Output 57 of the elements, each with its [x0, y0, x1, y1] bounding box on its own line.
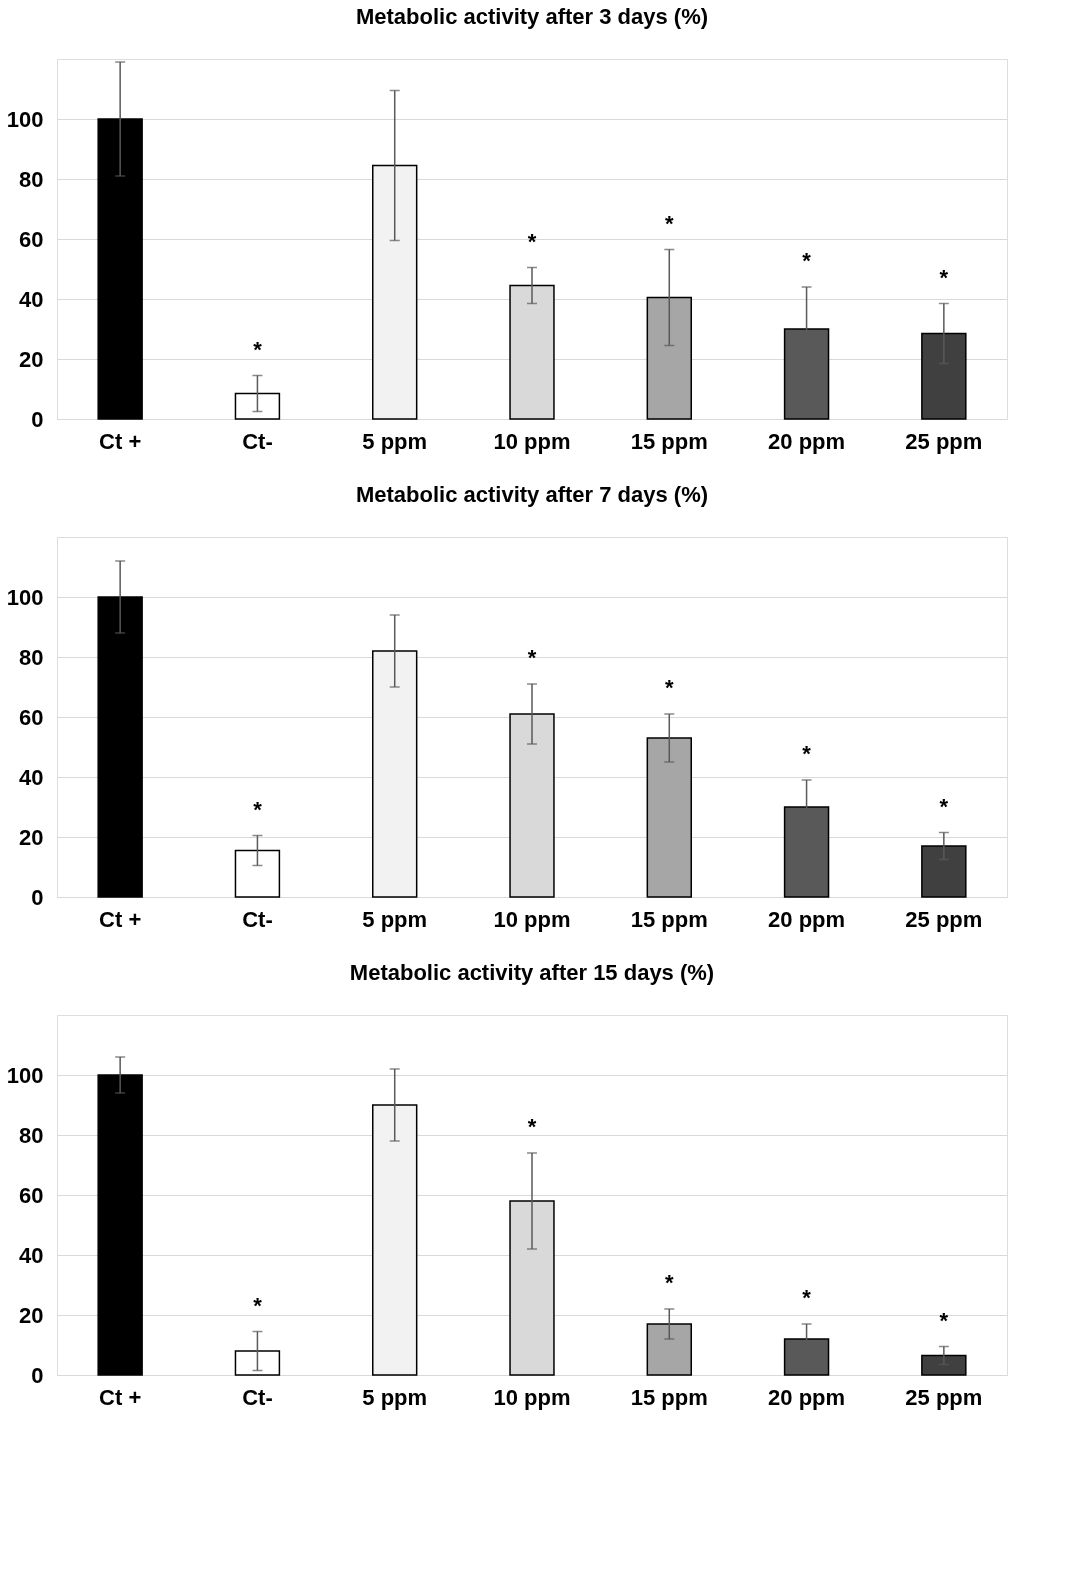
y-tick-label: 60	[19, 1182, 44, 1208]
y-tick-label: 100	[6, 106, 44, 132]
x-tick-label: 20 ppm	[768, 1384, 846, 1410]
data-label: *	[253, 1292, 263, 1318]
x-tick-label: Ct-	[242, 1384, 273, 1410]
chart-title: Metabolic activity after 7 days (%)	[355, 482, 709, 507]
y-tick-label: 0	[31, 1362, 44, 1388]
data-label: *	[802, 1285, 812, 1310]
data-label: *	[253, 336, 263, 362]
x-tick-label: 15 ppm	[630, 1384, 708, 1410]
y-tick-label: 80	[19, 644, 44, 670]
x-tick-label: 25 ppm	[905, 1384, 983, 1410]
y-tick-label: 80	[19, 1122, 44, 1148]
x-tick-label: 10 ppm	[493, 428, 571, 454]
y-tick-label: 20	[19, 1302, 44, 1328]
x-tick-label: 5 ppm	[362, 1384, 428, 1410]
y-tick-label: 0	[31, 406, 44, 432]
x-tick-label: 15 ppm	[630, 906, 708, 932]
x-tick-label: 25 ppm	[905, 906, 983, 932]
chart-title: Metabolic activity after 3 days (%)	[355, 4, 709, 29]
y-tick-label: 80	[19, 166, 44, 192]
x-tick-label: 20 ppm	[768, 428, 846, 454]
data-label: *	[527, 1114, 537, 1139]
y-tick-label: 60	[19, 226, 44, 252]
y-tick-label: 20	[19, 824, 44, 850]
y-tick-label: 0	[31, 884, 44, 910]
x-tick-label: 5 ppm	[362, 428, 428, 454]
data-label: *	[253, 796, 263, 822]
data-label: *	[665, 1270, 674, 1295]
x-tick-label: 20 ppm	[768, 906, 846, 932]
data-label: *	[939, 793, 949, 819]
x-tick-label: 25 ppm	[905, 428, 983, 454]
x-tick-label: Ct +	[99, 1384, 142, 1410]
chart-title: Metabolic activity after 15 days (%)	[349, 960, 715, 985]
y-tick-label: 100	[6, 584, 44, 610]
data-label: *	[802, 248, 812, 273]
x-tick-label: Ct-	[242, 428, 273, 454]
x-tick-label: Ct +	[99, 906, 142, 932]
y-tick-label: 20	[19, 346, 44, 372]
data-label: *	[939, 1307, 949, 1333]
y-tick-label: 60	[19, 704, 44, 730]
data-label: *	[527, 228, 537, 254]
y-tick-label: 100	[6, 1062, 44, 1088]
data-label: *	[939, 264, 949, 290]
x-tick-label: 15 ppm	[630, 428, 708, 454]
x-tick-label: 10 ppm	[493, 906, 571, 932]
x-tick-label: 10 ppm	[493, 1384, 571, 1410]
data-label: *	[665, 675, 674, 700]
data-label: *	[665, 210, 674, 236]
y-tick-label: 40	[19, 764, 44, 790]
x-tick-label: Ct-	[242, 906, 273, 932]
x-tick-label: Ct +	[99, 428, 142, 454]
data-label: *	[802, 741, 812, 766]
x-tick-label: 5 ppm	[362, 906, 428, 932]
y-tick-label: 40	[19, 286, 44, 312]
data-label: *	[527, 645, 537, 670]
y-tick-label: 40	[19, 1242, 44, 1268]
